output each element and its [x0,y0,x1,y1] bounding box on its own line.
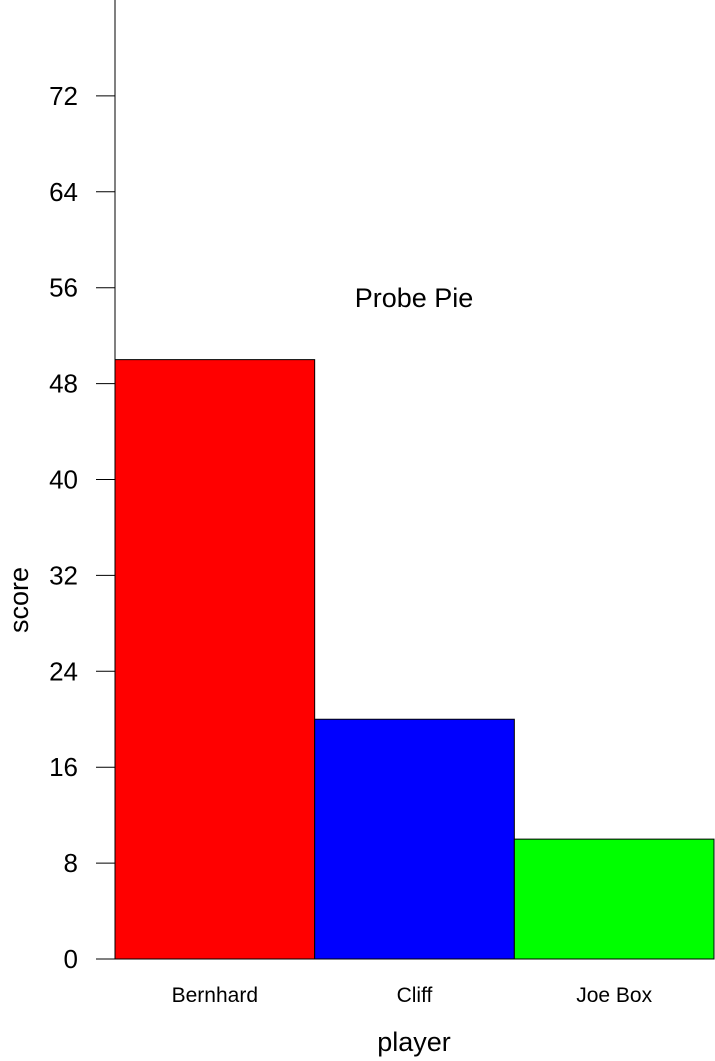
y-tick-label: 0 [64,944,78,974]
y-tick-label: 16 [49,752,78,782]
y-tick-label: 32 [49,560,78,590]
x-category-label: Joe Box [576,984,652,1007]
bar-bernhard [114,359,316,960]
y-tick-label: 72 [49,81,78,111]
x-axis-label: player [377,1027,451,1057]
bar-joe-box [513,838,715,960]
y-tick-label: 40 [49,465,78,495]
bar-cliff [314,718,515,960]
x-category-label: Bernhard [172,984,258,1007]
y-tick-label: 56 [49,273,78,303]
x-category-label: Cliff [397,984,433,1007]
bars-group [114,359,715,960]
y-tick-label: 8 [64,848,78,878]
y-axis-label: score [4,567,34,633]
y-axis-ticks: 0 8 16 24 32 40 48 56 64 72 [49,81,115,974]
x-axis-categories: Bernhard Cliff Joe Box [172,984,653,1007]
y-tick-label: 64 [49,177,78,207]
chart-annotation: Probe Pie [355,283,474,313]
y-tick-label: 24 [49,656,78,686]
y-tick-label: 48 [49,369,78,399]
